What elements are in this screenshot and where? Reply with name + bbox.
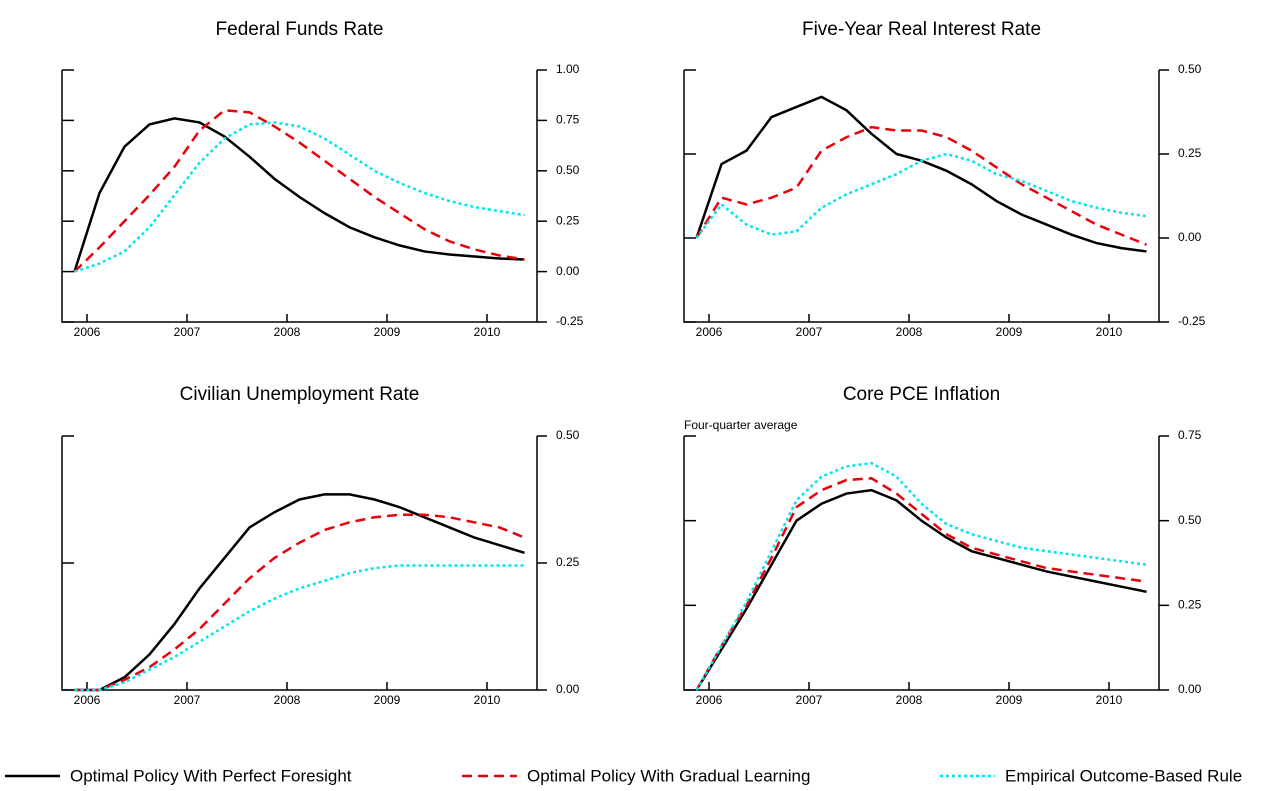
x-tick-label: 2007 [174,693,201,707]
x-tick-label: 2007 [796,693,823,707]
y-tick-label: 0.00 [1178,682,1202,696]
y-tick-label: 0.75 [1178,428,1202,442]
x-tick-label: 2010 [474,693,501,707]
chart-title: Federal Funds Rate [216,19,384,40]
series-line [74,564,525,692]
x-tick-label: 2008 [274,693,301,707]
x-tick-label: 2007 [174,325,201,339]
y-tick-label: 0.75 [556,113,580,127]
y-tick-label: 1.00 [556,62,580,76]
annotation: Four-quarter average [684,418,798,432]
x-tick-label: 2009 [374,325,401,339]
series-line [73,117,525,272]
x-tick-label: 2008 [274,325,301,339]
y-tick-label: 0.25 [1178,598,1202,612]
axis-frame [683,436,1160,691]
y-tick-label: 0.50 [1178,62,1202,76]
axis-frame [683,70,1160,323]
x-tick-label: 2007 [796,325,823,339]
series-line [695,488,1147,691]
x-tick-label: 2006 [696,693,723,707]
x-tick-label: 2010 [1096,693,1123,707]
y-tick-label: 0.25 [556,555,580,569]
y-tick-label: 0.25 [1178,146,1202,160]
series-line [74,493,525,692]
x-tick-label: 2009 [374,693,401,707]
chart-title: Five-Year Real Interest Rate [802,19,1041,40]
series-line [695,125,1147,246]
chart-title: Civilian Unemployment Rate [180,384,420,405]
x-tick-label: 2006 [74,693,101,707]
series-line [695,152,1147,239]
axis-frame [61,70,538,323]
y-tick-label: -0.25 [556,314,584,328]
y-tick-label: 0.50 [1178,513,1202,527]
y-tick-label: 0.25 [556,213,580,227]
x-tick-label: 2010 [1096,325,1123,339]
x-tick-label: 2009 [996,693,1023,707]
series-line [74,121,525,273]
x-tick-label: 2008 [896,693,923,707]
y-tick-label: 0.00 [1178,230,1202,244]
series-line [73,109,525,273]
series-line [695,477,1147,691]
y-tick-label: 0.50 [556,428,580,442]
legend-label: Optimal Policy With Gradual Learning [527,766,810,785]
y-tick-label: 0.50 [556,163,580,177]
series-line [695,461,1147,691]
x-tick-label: 2006 [74,325,101,339]
x-tick-label: 2009 [996,325,1023,339]
y-tick-label: 0.00 [556,682,580,696]
series-line [74,513,525,692]
y-tick-label: 0.00 [556,264,580,278]
legend-label: Optimal Policy With Perfect Foresight [70,766,352,785]
x-tick-label: 2006 [696,325,723,339]
y-tick-label: -0.25 [1178,314,1206,328]
x-tick-label: 2010 [474,325,501,339]
legend-label: Empirical Outcome-Based Rule [1005,766,1242,785]
x-tick-label: 2008 [896,325,923,339]
chart-title: Core PCE Inflation [843,384,1000,405]
